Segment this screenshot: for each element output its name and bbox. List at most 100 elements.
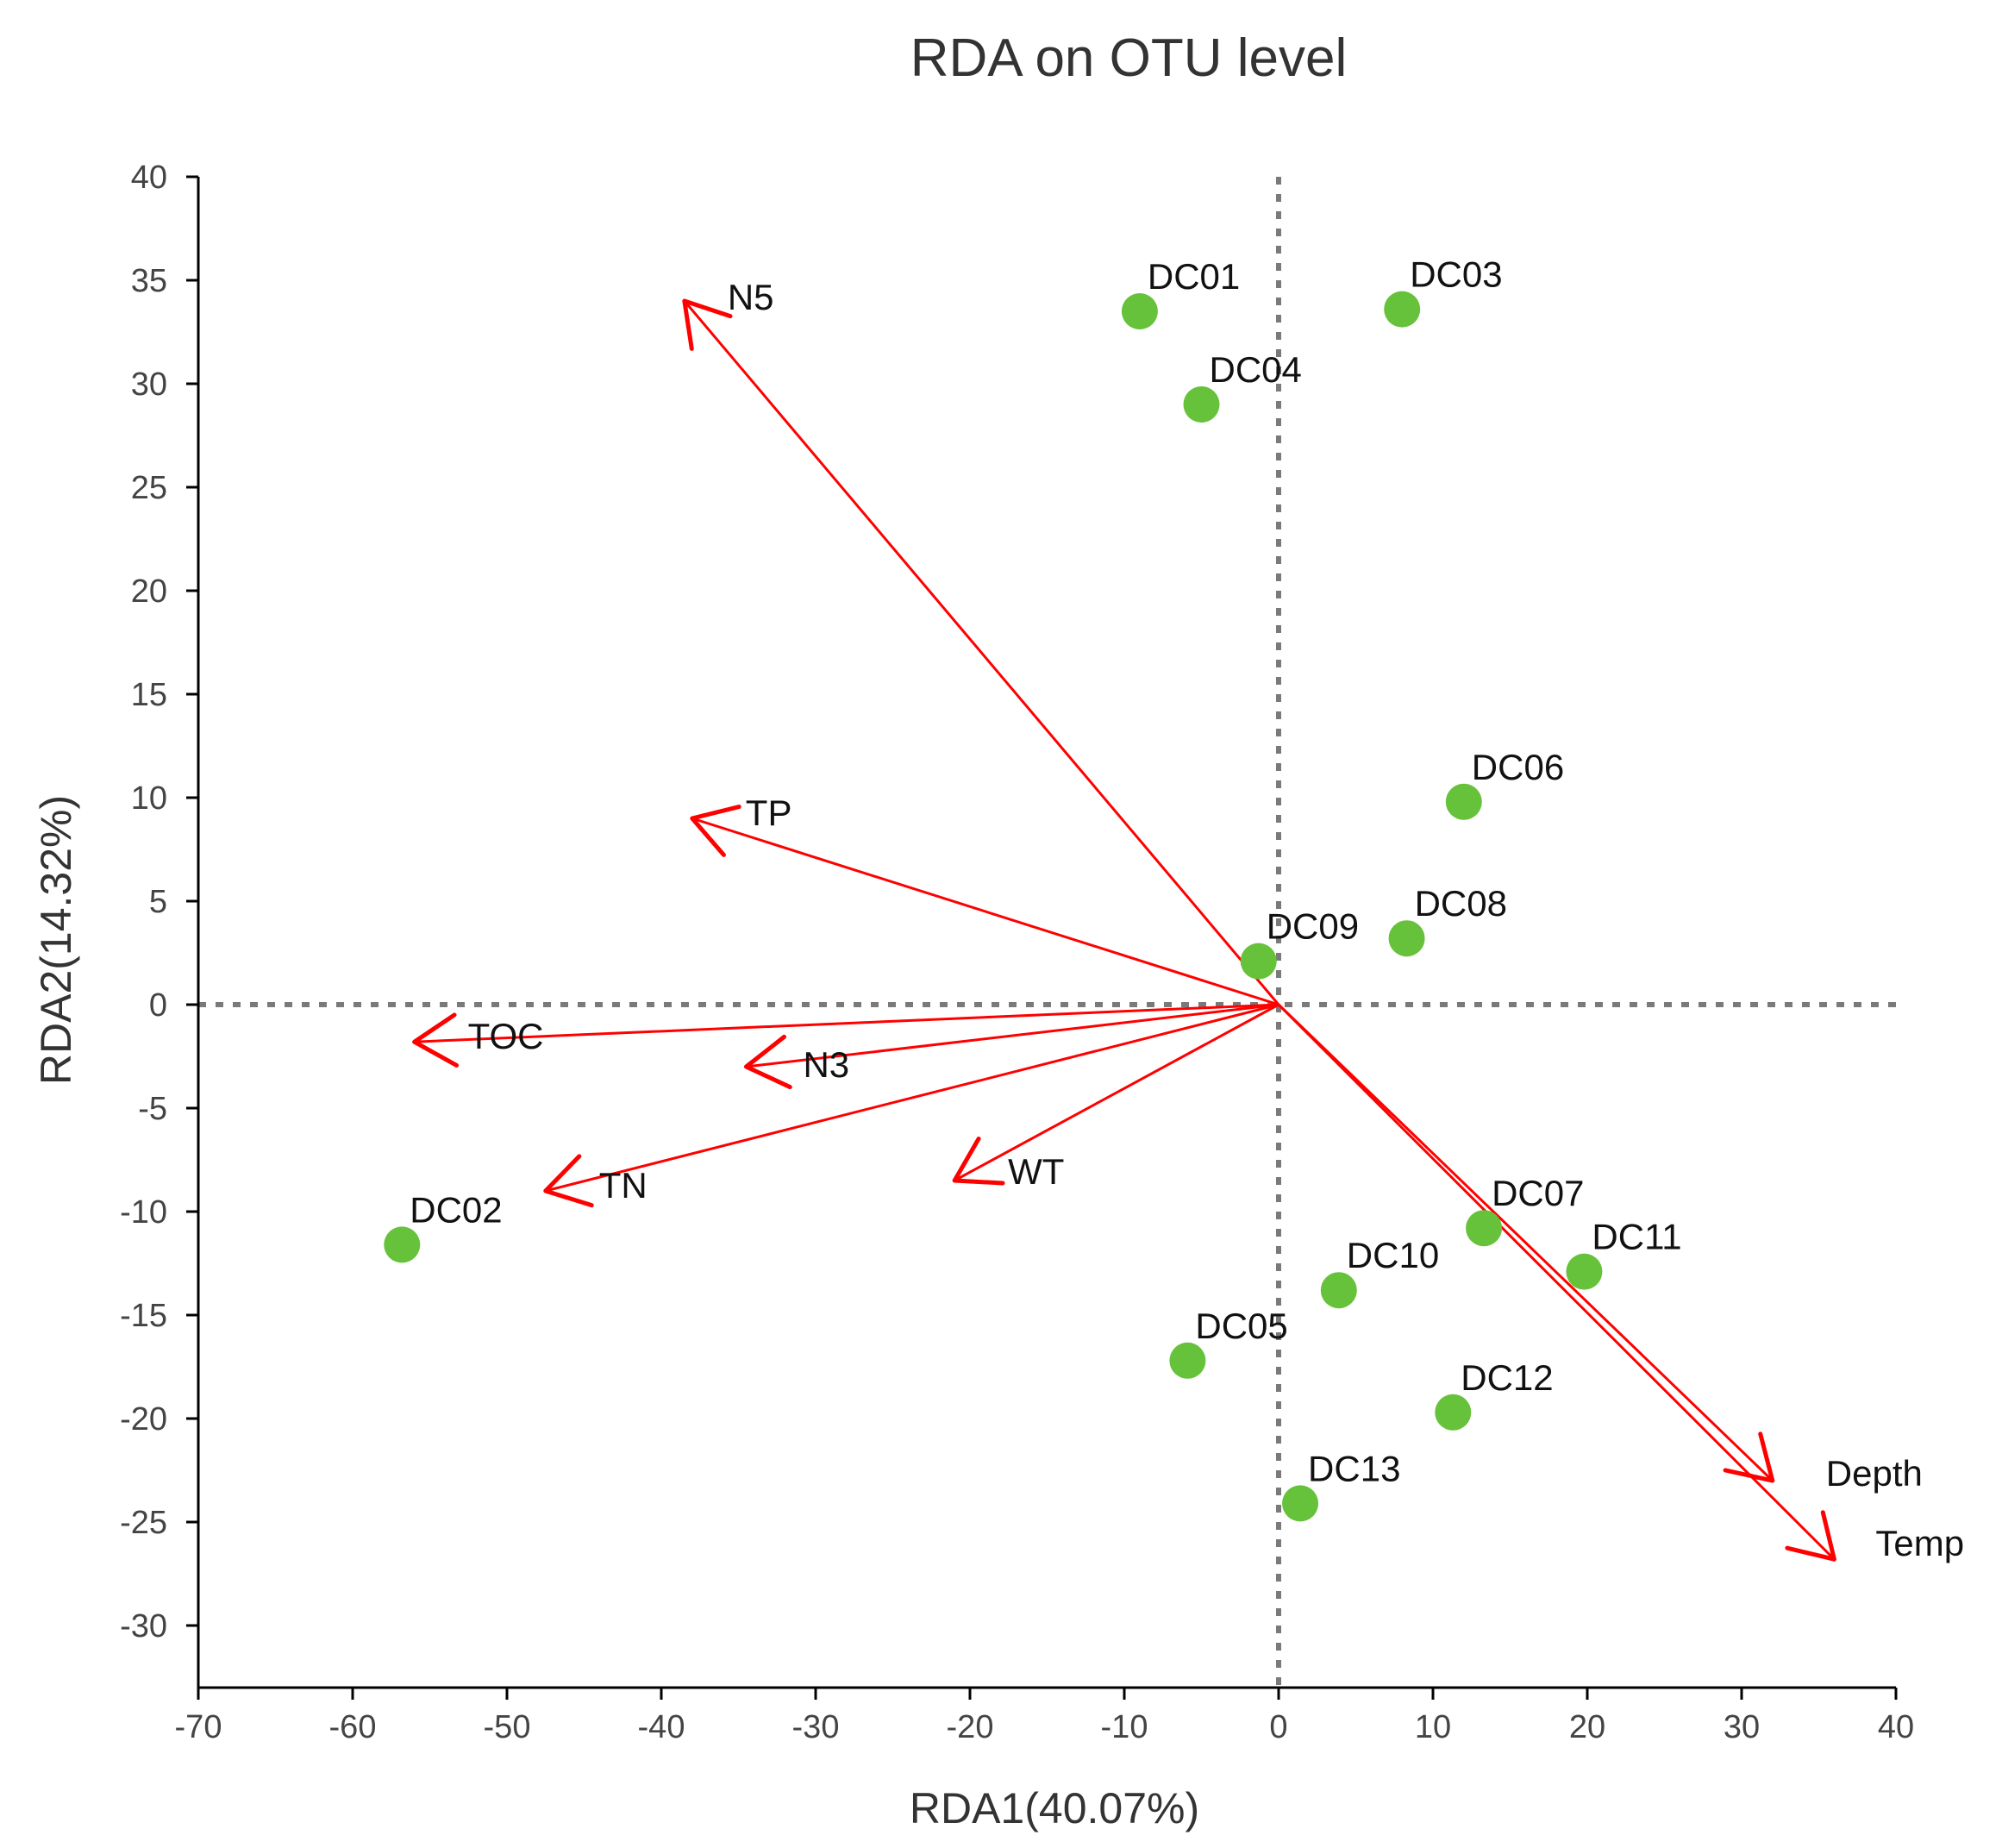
vector-shaft <box>746 1003 1279 1068</box>
vector-head <box>543 1154 594 1208</box>
sample-dc05: DC05 <box>1169 1306 1288 1379</box>
x-tick-label: 30 <box>1724 1709 1760 1745</box>
vector-label: N3 <box>803 1044 849 1085</box>
sample-dc06: DC06 <box>1445 747 1564 820</box>
y-tick-label: 5 <box>149 884 167 920</box>
sample-point <box>1435 1394 1472 1431</box>
vector-head <box>412 1012 460 1068</box>
y-tick-label: -30 <box>120 1608 167 1644</box>
vector-tp: TP <box>690 792 1279 1006</box>
sample-dc10: DC10 <box>1320 1235 1439 1309</box>
y-tick-label: 30 <box>131 366 167 403</box>
x-tick-label: 40 <box>1878 1709 1914 1745</box>
sample-label: DC05 <box>1195 1306 1287 1346</box>
sample-label: DC06 <box>1472 747 1564 787</box>
y-tick-label: 35 <box>131 263 167 299</box>
sample-label: DC10 <box>1347 1235 1439 1275</box>
sample-point <box>1566 1253 1603 1290</box>
sample-dc11: DC11 <box>1566 1217 1682 1290</box>
x-tick-label: -40 <box>638 1709 685 1745</box>
vector-depth: Depth <box>1277 1003 1923 1494</box>
sample-point <box>1282 1485 1319 1522</box>
y-tick-label: 25 <box>131 470 167 506</box>
sample-label: DC08 <box>1415 883 1507 924</box>
sample-dc12: DC12 <box>1435 1357 1554 1431</box>
vector-label: TOC <box>468 1016 544 1056</box>
zero-reference-lines <box>198 177 1896 1688</box>
vector-head <box>690 805 741 857</box>
x-tick-label: -70 <box>175 1709 222 1745</box>
vector-n5: N5 <box>682 277 1280 1005</box>
y-tick-label: 15 <box>131 677 167 713</box>
vector-n3: N3 <box>743 1003 1279 1090</box>
x-tick-label: -10 <box>1101 1709 1148 1745</box>
sample-point <box>1388 920 1425 957</box>
sample-label: DC12 <box>1461 1357 1553 1398</box>
vector-shaft <box>683 300 1280 1005</box>
sample-point <box>1240 943 1277 980</box>
sample-point <box>1169 1342 1206 1379</box>
sample-dc08: DC08 <box>1388 883 1507 957</box>
sample-label: DC04 <box>1210 349 1302 390</box>
x-tick-label: 10 <box>1415 1709 1451 1745</box>
sample-label: DC11 <box>1592 1217 1681 1257</box>
x-tick-label: 0 <box>1269 1709 1287 1745</box>
y-tick-label: 10 <box>131 780 167 817</box>
y-tick-label: -5 <box>138 1091 167 1127</box>
vector-wt: WT <box>952 1003 1279 1192</box>
y-tick-label: -15 <box>120 1298 167 1334</box>
vector-label: WT <box>1008 1151 1064 1192</box>
sample-label: DC03 <box>1410 254 1502 295</box>
y-tick-label: -10 <box>120 1194 167 1231</box>
vector-temp: Temp <box>1277 1003 1964 1563</box>
sample-point <box>1466 1210 1503 1247</box>
vector-shaft <box>954 1003 1279 1182</box>
y-axis-ticks: 40 35 30 25 20 15 10 5 0 -5 -10 -15 -20 -25 -30 <box>120 160 198 1644</box>
sample-label: DC02 <box>410 1189 502 1230</box>
x-axis-ticks: -70 -60 -50 -40 -30 -20 -10 0 10 20 30 40 <box>175 1688 1914 1745</box>
vector-shaft <box>545 1003 1279 1193</box>
vector-head <box>1785 1510 1836 1562</box>
sample-point <box>1384 291 1421 328</box>
vector-head <box>682 298 733 351</box>
vector-label: TP <box>746 792 792 833</box>
sample-point <box>1320 1272 1357 1309</box>
y-tick-label: -20 <box>120 1401 167 1438</box>
sample-dc04: DC04 <box>1183 349 1302 423</box>
vector-label: Depth <box>1826 1453 1923 1494</box>
vector-shaft <box>1277 1003 1774 1482</box>
vector-label: N5 <box>728 277 774 317</box>
sample-point <box>1121 293 1158 329</box>
vector-toc: TOC <box>412 1003 1279 1068</box>
sample-label: DC13 <box>1308 1448 1400 1488</box>
sample-label: DC07 <box>1492 1173 1584 1213</box>
x-tick-label: -30 <box>792 1709 840 1745</box>
y-axis-label: RDA2(14.32%) <box>32 795 80 1085</box>
vector-shaft <box>414 1003 1279 1043</box>
vector-head <box>743 1034 792 1090</box>
sample-dc13: DC13 <box>1282 1448 1400 1522</box>
x-tick-label: -60 <box>329 1709 377 1745</box>
chart-title: RDA on OTU level <box>910 28 1348 88</box>
x-tick-label: 20 <box>1569 1709 1605 1745</box>
sample-dc07: DC07 <box>1466 1173 1584 1247</box>
y-tick-label: -25 <box>120 1505 167 1541</box>
sample-label: DC01 <box>1148 256 1240 297</box>
vector-head <box>1723 1431 1775 1483</box>
sample-dc03: DC03 <box>1384 254 1503 328</box>
sample-point <box>1445 783 1482 820</box>
vector-head <box>952 1137 1005 1186</box>
sample-point <box>1183 386 1220 423</box>
vector-label: TN <box>599 1165 648 1206</box>
sample-dc01: DC01 <box>1121 256 1240 329</box>
sample-dc09: DC09 <box>1240 906 1359 980</box>
vector-tn: TN <box>543 1003 1279 1208</box>
y-tick-label: 20 <box>131 573 167 610</box>
x-tick-label: -50 <box>484 1709 531 1745</box>
vector-shaft <box>1277 1003 1836 1561</box>
x-tick-label: -20 <box>947 1709 994 1745</box>
y-tick-label: 0 <box>149 987 167 1024</box>
y-tick-label: 40 <box>131 160 167 196</box>
